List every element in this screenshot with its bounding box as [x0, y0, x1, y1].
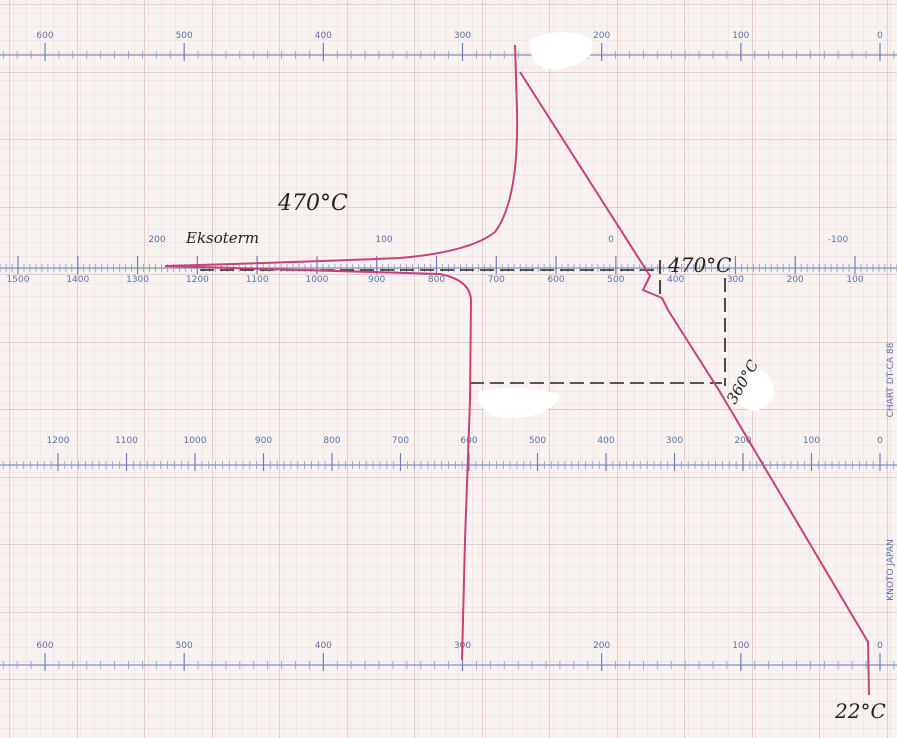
annotation: 470°C [277, 191, 348, 216]
blot [740, 367, 775, 411]
scale-label: 1500 [7, 275, 30, 285]
scale-label: 300 [454, 31, 471, 41]
scale-label: 1200 [47, 436, 70, 446]
scale-label: 900 [255, 436, 272, 446]
annotation: 470°C [667, 253, 731, 277]
scale-label: 800 [428, 275, 445, 285]
scale-label: 700 [488, 275, 505, 285]
blot [530, 31, 593, 69]
scale-label: 600 [547, 275, 564, 285]
scale-label: 200 [593, 641, 610, 651]
scale-label: 800 [323, 436, 340, 446]
dta-curve [164, 44, 519, 661]
scale-label: 0 [877, 31, 883, 41]
scale-label: 200 [148, 235, 165, 245]
scale-label: 100 [375, 235, 392, 245]
scale-label: 600 [36, 31, 53, 41]
margin-text: CHART DT-CA 88 [886, 342, 896, 417]
scale-label: 200 [734, 436, 751, 446]
scale-label: 1100 [115, 436, 138, 446]
blot [477, 387, 560, 419]
construction-lines [200, 260, 726, 386]
scale-label: 400 [315, 641, 332, 651]
scale-label: 600 [36, 641, 53, 651]
scale-label: 100 [846, 275, 863, 285]
scale-label: 500 [176, 31, 193, 41]
scale-label: 900 [368, 275, 385, 285]
scale-label: 100 [732, 641, 749, 651]
scale-label: 1200 [186, 275, 209, 285]
scale-label: 1000 [184, 436, 207, 446]
scale-label: 0 [877, 436, 883, 446]
scale-label: 400 [667, 275, 684, 285]
scale-label: 500 [529, 436, 546, 446]
scale-label: 700 [392, 436, 409, 446]
temperature-curve [519, 71, 870, 696]
scale-label: 100 [803, 436, 820, 446]
scale-label: 0 [608, 235, 614, 245]
scale-label: 1300 [126, 275, 149, 285]
margin-text: KNOTO JAPAN [886, 539, 896, 601]
scale-label: 300 [727, 275, 744, 285]
scale-label: 400 [315, 31, 332, 41]
annotation: 22°C [834, 699, 886, 723]
scale-label: 0 [877, 641, 883, 651]
scale-label: 100 [732, 31, 749, 41]
annotation: Eksoterm [185, 229, 259, 247]
scale-label: 400 [597, 436, 614, 446]
scale-label: 300 [666, 436, 683, 446]
scale-label: 200 [593, 31, 610, 41]
scale-label: 500 [176, 641, 193, 651]
scale-label: 500 [607, 275, 624, 285]
scale-label: 1100 [246, 275, 269, 285]
scale-label: -100 [828, 235, 849, 245]
scale-label: 1000 [305, 275, 328, 285]
scale-label: 200 [787, 275, 804, 285]
scale-label: 1400 [66, 275, 89, 285]
